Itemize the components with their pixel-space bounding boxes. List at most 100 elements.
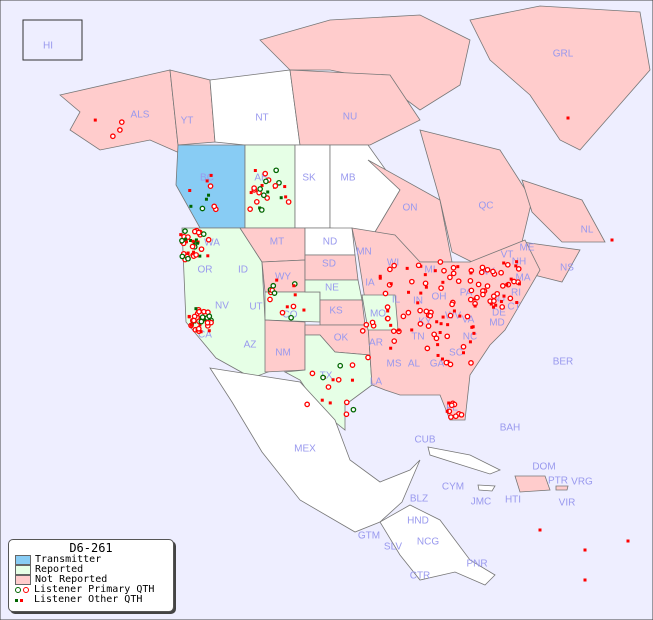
listener-primary-qth-marker bbox=[117, 127, 123, 133]
listener-primary-qth-marker bbox=[433, 335, 440, 342]
listener-other-qth-marker bbox=[189, 239, 193, 243]
listener-primary-qth-marker bbox=[179, 237, 185, 244]
listener-primary-qth-marker bbox=[390, 328, 397, 335]
region-hispaniola bbox=[514, 475, 551, 493]
listener-other-qth-marker bbox=[446, 323, 450, 327]
listener-primary-qth-marker bbox=[195, 325, 202, 332]
listener-primary-qth-marker bbox=[427, 312, 434, 319]
listener-other-qth-marker bbox=[468, 340, 472, 344]
listener-other-qth-marker bbox=[419, 291, 423, 295]
listener-other-qth-marker bbox=[416, 301, 420, 305]
listener-primary-qth-marker bbox=[270, 282, 277, 289]
region-label-ct: CT bbox=[507, 302, 520, 313]
listener-other-qth-marker bbox=[184, 237, 188, 241]
listener-other-qth-marker bbox=[470, 325, 474, 329]
legend-label: Listener Primary QTH bbox=[34, 584, 155, 595]
listener-primary-qth-marker bbox=[349, 362, 356, 368]
listener-primary-qth-marker bbox=[179, 253, 186, 260]
listener-primary-qth-marker bbox=[479, 264, 486, 271]
listener-primary-qth-marker bbox=[423, 308, 430, 315]
listener-other-qth-marker bbox=[452, 309, 456, 313]
listener-primary-qth-marker bbox=[118, 119, 125, 126]
listener-other-qth-marker bbox=[509, 277, 513, 281]
listener-other-qth-marker bbox=[283, 185, 287, 189]
listener-other-qth-marker bbox=[378, 274, 382, 278]
region-label-nt: NT bbox=[255, 113, 268, 124]
region-jamaica bbox=[477, 484, 496, 492]
region-label-in: IN bbox=[413, 296, 423, 307]
region-label-fl: FL bbox=[446, 403, 458, 414]
region-label-pa: PA bbox=[460, 288, 473, 299]
region-label-tx: TX bbox=[320, 371, 333, 382]
region-label-ber: BER bbox=[553, 357, 574, 368]
listener-primary-qth-marker bbox=[285, 199, 292, 205]
listener-primary-qth-marker bbox=[504, 261, 511, 268]
listener-other-qth-marker bbox=[489, 302, 493, 306]
region-arctic-islands bbox=[259, 14, 471, 111]
listener-other-qth-marker bbox=[515, 260, 519, 264]
listener-primary-qth-marker bbox=[468, 287, 475, 294]
listener-other-qth-marker bbox=[441, 315, 445, 319]
legend: D6-261 Transmitter Reported Not Reported… bbox=[8, 539, 174, 612]
listener-primary-qth-marker bbox=[450, 264, 457, 271]
region-label-ga: GA bbox=[430, 359, 445, 370]
region-label-nm: NM bbox=[275, 348, 291, 359]
listener-primary-qth-marker bbox=[204, 319, 211, 326]
region-label-ctr: CTR bbox=[410, 571, 431, 582]
listener-primary-qth-marker bbox=[273, 167, 280, 174]
listener-primary-qth-marker bbox=[467, 296, 474, 303]
region-label-ut: UT bbox=[249, 302, 262, 313]
listener-other-qth-marker bbox=[378, 276, 382, 280]
legend-not-reported: Not Reported bbox=[9, 575, 173, 585]
listener-other-qth-marker bbox=[436, 353, 440, 357]
region-central-america bbox=[379, 504, 496, 586]
listener-primary-qth-marker bbox=[448, 414, 454, 420]
listener-other-qth-marker bbox=[207, 193, 211, 197]
region-label-ma: MA bbox=[516, 273, 531, 284]
region-new-mexico bbox=[264, 319, 306, 373]
listener-other-qth-marker bbox=[194, 307, 198, 311]
listener-primary-qth-marker bbox=[272, 183, 279, 189]
listener-primary-qth-marker bbox=[444, 333, 451, 340]
region-label-vrg: VRG bbox=[571, 477, 593, 488]
listener-other-qth-marker bbox=[285, 305, 289, 309]
region-label-ri: RI bbox=[511, 288, 521, 299]
region-label-mt: MT bbox=[270, 237, 284, 248]
listener-primary-qth-marker bbox=[271, 290, 278, 296]
listener-other-qth-marker bbox=[192, 250, 196, 254]
listener-primary-qth-marker bbox=[447, 312, 454, 319]
listener-other-qth-marker bbox=[184, 240, 188, 244]
legend-transmitter: Transmitter bbox=[9, 555, 173, 565]
legend-other-qth: Listener Other QTH bbox=[9, 595, 173, 605]
listener-other-qth-marker bbox=[331, 378, 335, 382]
listener-other-qth-marker bbox=[397, 328, 401, 332]
listener-primary-qth-marker bbox=[417, 321, 424, 327]
listener-primary-qth-marker bbox=[110, 133, 116, 140]
listener-other-qth-marker bbox=[458, 314, 462, 318]
region-saskatchewan bbox=[294, 144, 331, 229]
listener-other-qth-marker bbox=[389, 346, 393, 350]
listener-primary-qth-marker bbox=[391, 338, 398, 344]
listener-primary-qth-marker bbox=[267, 296, 273, 303]
other-qth-icon bbox=[15, 598, 29, 602]
listener-primary-qth-marker bbox=[391, 262, 397, 269]
listener-primary-qth-marker bbox=[474, 294, 480, 301]
listener-other-qth-marker bbox=[407, 290, 411, 294]
listener-primary-qth-marker bbox=[511, 278, 517, 285]
listener-primary-qth-marker bbox=[182, 228, 188, 234]
listener-other-qth-marker bbox=[405, 266, 409, 270]
region-label-qc: QC bbox=[479, 201, 494, 212]
listener-primary-qth-marker bbox=[384, 304, 391, 311]
listener-primary-qth-marker bbox=[199, 314, 206, 321]
listener-primary-qth-marker bbox=[279, 309, 286, 316]
listener-other-qth-marker bbox=[423, 273, 427, 277]
listener-primary-qth-marker bbox=[384, 315, 391, 322]
listener-other-qth-marker bbox=[435, 320, 439, 324]
listener-other-qth-marker bbox=[328, 401, 332, 405]
region-label-de: DE bbox=[492, 308, 506, 319]
listener-primary-qth-marker bbox=[258, 207, 265, 213]
listener-other-qth-marker bbox=[566, 116, 570, 120]
region-label-jmc: JMC bbox=[471, 497, 492, 508]
region-label-vir: VIR bbox=[559, 498, 576, 509]
listener-other-qth-marker bbox=[205, 179, 209, 183]
